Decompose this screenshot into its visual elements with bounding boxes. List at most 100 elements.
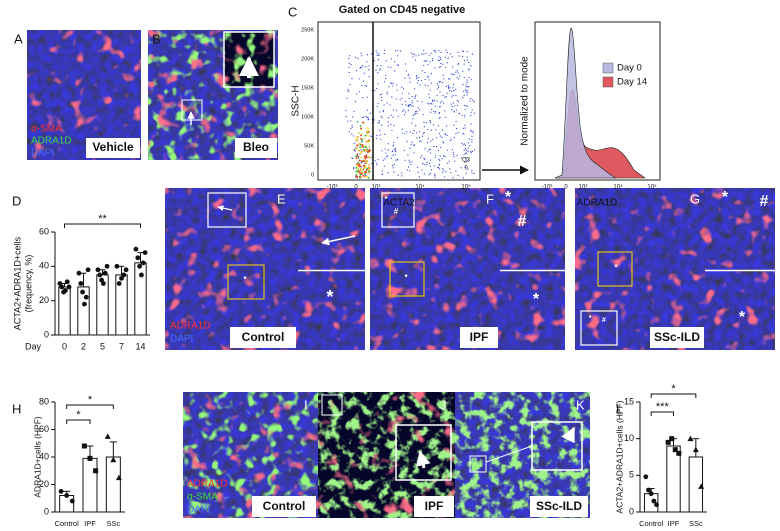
flow-dot (348, 66, 350, 68)
significance-label: * (88, 394, 93, 406)
flow-dot (361, 66, 363, 68)
flow-dot (353, 149, 355, 151)
region-symbol: # (394, 207, 399, 216)
flow-dot (471, 139, 473, 141)
flow-dot (427, 138, 429, 140)
y-tick-label: 150K (301, 85, 314, 91)
flow-dot (385, 74, 387, 76)
flow-dot (456, 77, 458, 79)
bar (59, 495, 75, 513)
flow-dot (438, 60, 440, 62)
flow-dot (408, 159, 410, 161)
x-tick-label: IPF (84, 519, 96, 528)
roi-box (381, 192, 415, 228)
flow-dot (355, 170, 358, 173)
flow-dot (421, 70, 423, 72)
flow-dot (346, 97, 348, 99)
axis-label: ACTA2 (383, 198, 415, 209)
flow-dot (382, 111, 384, 113)
significance-label: * (76, 409, 81, 421)
panel-label: B (152, 31, 161, 46)
flow-dot (392, 116, 394, 118)
flow-dot (452, 74, 454, 76)
flow-dot (389, 104, 391, 106)
flow-dot (392, 82, 394, 85)
flow-dot (451, 109, 453, 111)
flow-dot (361, 144, 364, 147)
flow-dot (428, 93, 430, 95)
flow-dot (443, 78, 445, 80)
flow-dot (381, 124, 383, 126)
flow-dot (465, 157, 467, 159)
flow-dot (438, 158, 440, 160)
flow-dot (423, 121, 425, 123)
flow-dot (387, 172, 389, 174)
axis-label: ACTA2+ADRA1D+cells (12, 236, 22, 330)
flow-dot (366, 54, 369, 56)
flow-dot (451, 56, 453, 58)
flow-dot (442, 142, 445, 144)
axis-label: Normalized to mode (520, 56, 531, 146)
flow-dot (434, 175, 436, 177)
flow-dot (408, 105, 410, 107)
flow-dot (384, 133, 386, 135)
flow-dot (362, 121, 365, 124)
flow-dot (444, 176, 446, 178)
flow-dot (363, 137, 366, 140)
flow-dot (365, 174, 367, 177)
data-point (672, 447, 678, 453)
flow-dot (414, 96, 416, 98)
flow-dot (406, 131, 408, 133)
flow-dot (464, 116, 466, 118)
flow-dot (442, 63, 444, 65)
micrograph-red (705, 188, 775, 270)
panel-label: L (616, 401, 623, 416)
flow-dot (387, 121, 389, 123)
flow-dot (412, 105, 414, 107)
data-point (687, 435, 694, 442)
caption: IPF (470, 330, 489, 344)
flow-dot (409, 131, 411, 133)
flow-dot (408, 92, 410, 95)
stain-label: ADRA1D (170, 321, 211, 332)
flow-dot (466, 50, 468, 53)
flow-dot (396, 158, 398, 160)
flow-dot (447, 85, 449, 87)
flow-dot (382, 109, 385, 111)
flow-dot (446, 125, 448, 127)
data-point (648, 491, 654, 497)
flow-dot (416, 137, 418, 139)
flow-dot (386, 102, 388, 104)
data-point (669, 436, 675, 442)
flow-dot (357, 167, 359, 170)
flow-dot (469, 144, 471, 147)
flow-dot (360, 134, 362, 137)
significance-bracket (66, 404, 114, 409)
flow-dot (412, 132, 414, 134)
flow-dot (363, 155, 366, 158)
flow-dot (455, 109, 458, 111)
flow-dot (432, 100, 434, 102)
stain-label: DAPI (187, 505, 210, 516)
flow-dot (396, 89, 398, 91)
flow-dot (464, 89, 467, 91)
flow-dot (464, 114, 466, 116)
caption-box (86, 138, 140, 158)
flow-dot (430, 102, 432, 105)
flow-dot (446, 149, 449, 151)
flow-dot (444, 110, 446, 112)
flow-dot (438, 168, 440, 170)
flow-dot (365, 171, 368, 174)
flow-dot (415, 110, 417, 113)
caption-box (230, 327, 296, 348)
flow-dot (418, 54, 420, 56)
flow-dot (462, 83, 464, 86)
flow-dot (441, 129, 444, 131)
flow-dot (424, 71, 426, 74)
region-symbol: * (243, 275, 247, 284)
legend-label: Day 14 (617, 77, 647, 88)
data-point (140, 260, 146, 266)
flow-dot (465, 166, 467, 168)
flow-dot (361, 172, 364, 175)
flow-dot (404, 63, 407, 65)
